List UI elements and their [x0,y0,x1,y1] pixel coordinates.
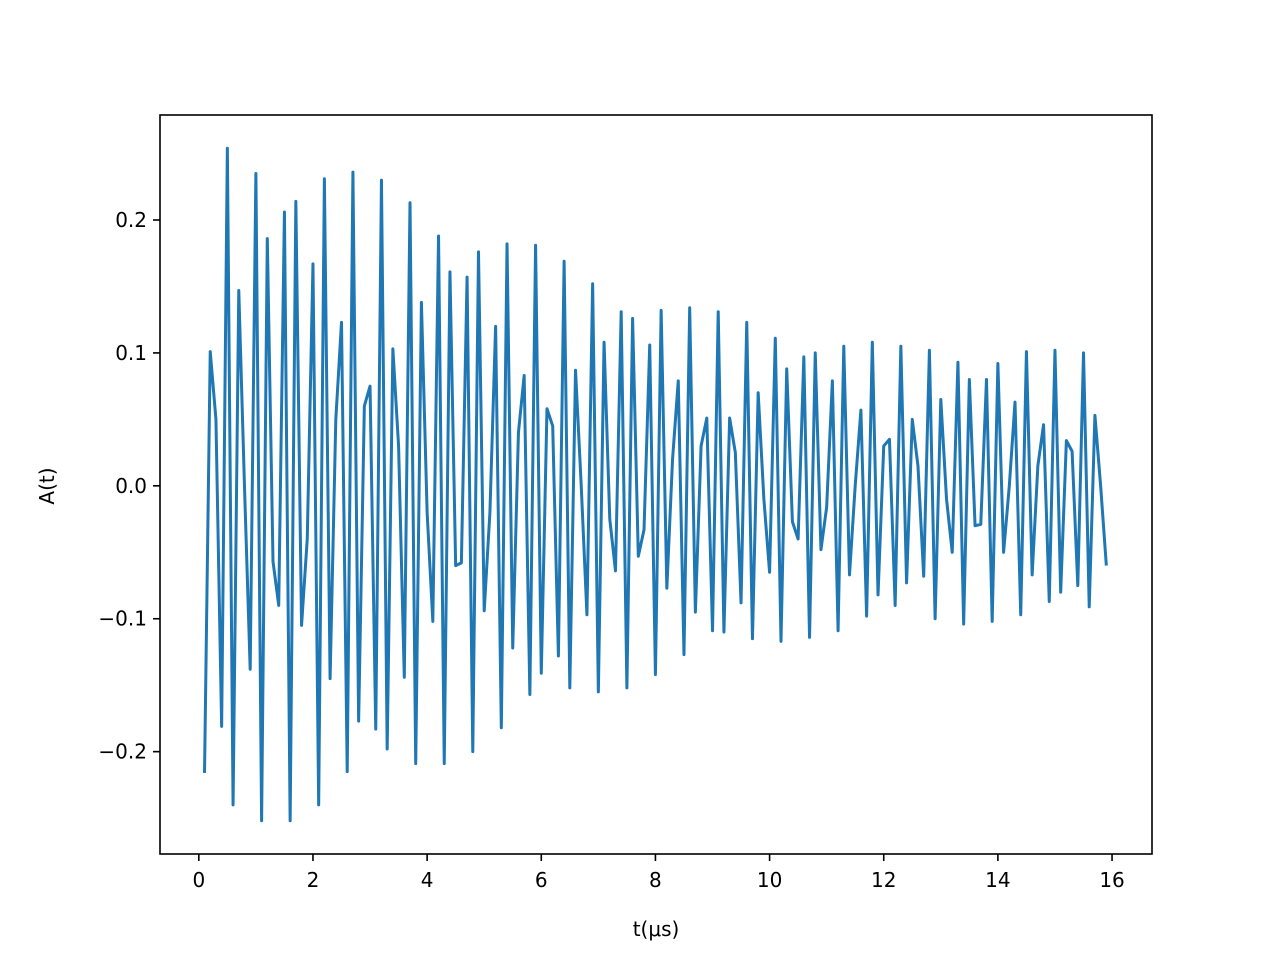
y-tick-label: −0.2 [98,740,147,764]
x-tick-label: 8 [649,868,662,892]
x-tick-label: 10 [757,868,782,892]
plot-frame [159,114,1153,855]
x-tick-label: 12 [871,868,896,892]
y-tick-label: 0.1 [115,341,147,365]
x-tick-label: 4 [421,868,434,892]
x-tick-label: 2 [307,868,320,892]
x-tick-label: 16 [1099,868,1124,892]
y-tick-label: 0.0 [115,474,147,498]
x-tick-label: 14 [985,868,1010,892]
x-axis-label: t(μs) [633,917,680,941]
x-tick-label: 6 [535,868,548,892]
data-line [203,146,1108,823]
y-tick-label: −0.1 [98,607,147,631]
x-tick-label: 0 [192,868,205,892]
y-tick-label: 0.2 [115,208,147,232]
y-axis-label: A(t) [35,467,59,504]
